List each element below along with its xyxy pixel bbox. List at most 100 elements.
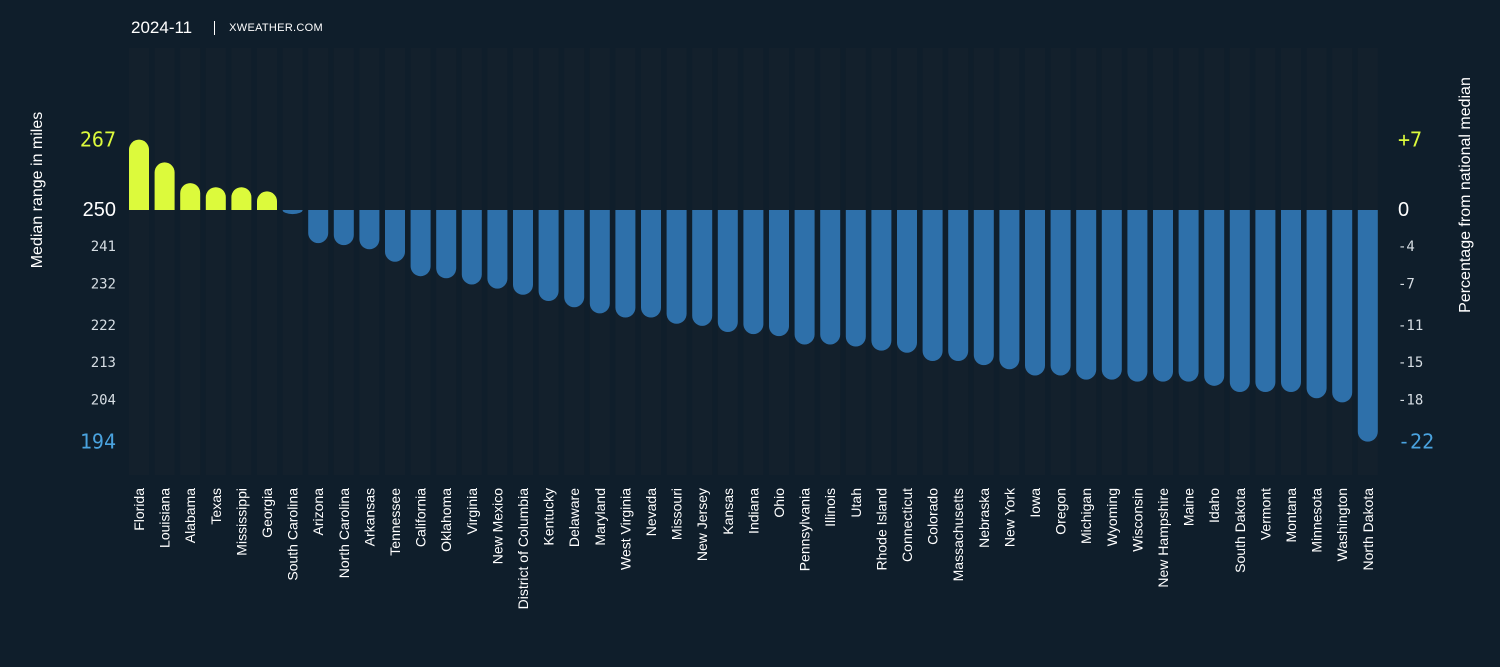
bar-south-dakota xyxy=(1229,210,1250,393)
bar-maine xyxy=(1178,210,1199,382)
state-label: Pennsylvania xyxy=(797,488,813,571)
state-label: New Hampshire xyxy=(1155,488,1171,588)
state-label: Idaho xyxy=(1206,488,1222,523)
state-label: Delaware xyxy=(566,488,582,547)
state-label: New Jersey xyxy=(694,488,710,561)
bar-georgia xyxy=(257,191,277,210)
state-label: Vermont xyxy=(1257,488,1273,540)
bar-kentucky xyxy=(538,210,559,302)
column-bg xyxy=(154,48,175,475)
state-label: Iowa xyxy=(1027,488,1043,518)
state-label: Mississippi xyxy=(233,488,249,556)
bar-massachusetts xyxy=(948,210,969,362)
right-tick-label: -7 xyxy=(1398,276,1415,292)
bar-vermont xyxy=(1255,210,1276,393)
bar-minnesota xyxy=(1306,210,1327,399)
state-label: Washington xyxy=(1334,488,1350,561)
column-bg xyxy=(205,48,226,475)
state-label: Illinois xyxy=(822,488,838,527)
state-label: Maine xyxy=(1181,488,1197,526)
bar-north-dakota xyxy=(1357,210,1378,442)
column-bg xyxy=(231,48,252,475)
left-tick-label: 267 xyxy=(80,128,116,152)
bar-louisiana xyxy=(154,162,175,210)
bar-colorado xyxy=(922,210,943,362)
left-tick-label: 250 xyxy=(83,199,116,221)
state-label: Alabama xyxy=(182,488,198,543)
bar-rhode-island xyxy=(871,210,892,351)
right-tick-label: -11 xyxy=(1398,318,1423,334)
bar-connecticut xyxy=(897,210,917,353)
bar-missouri xyxy=(666,210,687,324)
left-tick-label: 222 xyxy=(91,318,116,334)
bar-arizona xyxy=(308,210,329,244)
bar-ohio xyxy=(769,210,789,337)
right-axis: +7 0 -4 -7 -11 -15 -18 -22 xyxy=(1398,128,1434,454)
column-bg xyxy=(308,48,329,475)
state-label: Texas xyxy=(208,488,224,525)
header-divider xyxy=(214,21,216,35)
state-label: New York xyxy=(1001,487,1017,547)
bar-utah xyxy=(845,210,866,347)
left-tick-label: 194 xyxy=(80,430,116,454)
column-bg xyxy=(282,48,303,475)
state-label: Florida xyxy=(131,488,147,531)
left-axis: 267 250 241 232 222 213 204 194 xyxy=(80,128,116,454)
bar-washington xyxy=(1332,210,1353,403)
bar-nebraska xyxy=(973,210,994,366)
right-tick-label: -18 xyxy=(1398,392,1423,408)
bar-florida xyxy=(129,139,149,210)
state-label: Utah xyxy=(848,488,864,518)
state-label: Oregon xyxy=(1053,488,1069,535)
state-label: North Dakota xyxy=(1360,488,1376,571)
state-label: Louisiana xyxy=(157,488,173,548)
state-labels: Florida Louisiana Alabama Texas Mississippi G… xyxy=(131,487,1376,609)
bar-west-virginia xyxy=(615,210,636,318)
state-label: South Carolina xyxy=(285,488,301,581)
state-label: Virginia xyxy=(464,488,480,535)
column-bg xyxy=(257,48,277,475)
state-label: North Carolina xyxy=(336,488,352,578)
bar-idaho xyxy=(1204,210,1225,386)
left-axis-title: Median range in miles xyxy=(29,112,46,269)
column-bg xyxy=(333,48,354,475)
state-label: Colorado xyxy=(925,488,941,545)
state-label: Connecticut xyxy=(899,488,915,562)
bar-new-jersey xyxy=(692,210,713,326)
bar-oregon xyxy=(1050,210,1071,376)
state-label: District of Columbia xyxy=(515,488,531,610)
state-label: Montana xyxy=(1283,488,1299,543)
bar-pennsylvania xyxy=(794,210,815,345)
state-label: Michigan xyxy=(1078,488,1094,544)
bar-wisconsin xyxy=(1127,210,1148,382)
bar-wyoming xyxy=(1101,210,1122,380)
bar-alabama xyxy=(180,183,201,210)
bar-new-mexico xyxy=(487,210,508,289)
right-tick-label: -22 xyxy=(1398,430,1434,454)
state-label: Arizona xyxy=(310,488,326,536)
bar-montana xyxy=(1281,210,1301,393)
bar-michigan xyxy=(1076,210,1097,380)
bar-oklahoma xyxy=(436,210,457,279)
bar-maryland xyxy=(589,210,610,314)
state-label: West Virginia xyxy=(617,488,633,570)
state-label: Ohio xyxy=(771,488,787,518)
source-label: XWEATHER.COM xyxy=(229,22,323,34)
right-tick-label: 0 xyxy=(1398,199,1409,221)
bar-texas xyxy=(205,187,226,210)
state-label: Tennessee xyxy=(387,488,403,556)
bar-tennessee xyxy=(385,210,405,262)
state-label: Kentucky xyxy=(541,488,557,546)
state-label: Arkansas xyxy=(361,488,377,546)
state-label: New Mexico xyxy=(489,488,505,564)
column-bg xyxy=(180,48,201,475)
state-label: California xyxy=(413,488,429,547)
state-label: Nevada xyxy=(643,488,659,536)
right-tick-label: -15 xyxy=(1398,355,1423,371)
state-label: Georgia xyxy=(259,488,275,538)
bar-arkansas xyxy=(359,210,380,250)
state-label: Wisconsin xyxy=(1129,488,1145,552)
bars xyxy=(129,139,1378,442)
state-label: Rhode Island xyxy=(873,488,889,571)
